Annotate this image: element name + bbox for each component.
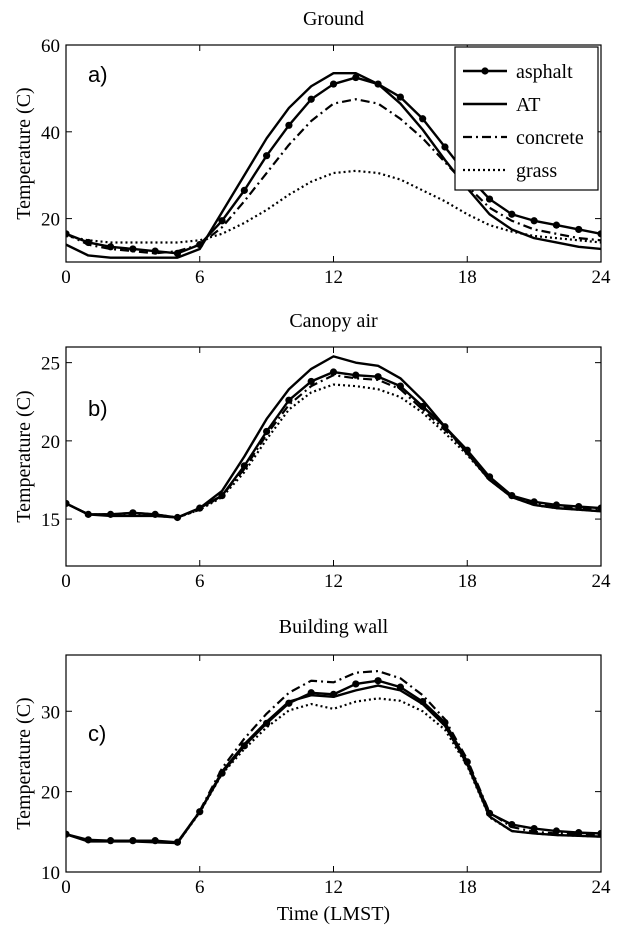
legend-label-asphalt: asphalt — [516, 61, 573, 83]
x-tick-label: 24 — [592, 877, 612, 898]
y-tick-label: 40 — [41, 123, 60, 144]
series-line-asphalt — [66, 370, 601, 519]
x-tick-label: 6 — [195, 571, 205, 592]
series-point-asphalt — [352, 73, 360, 82]
series-point-asphalt — [508, 210, 516, 218]
series-point-asphalt — [285, 121, 293, 129]
series-line-concrete — [66, 374, 601, 519]
series-point-asphalt — [396, 93, 404, 101]
series-point-asphalt — [374, 373, 382, 381]
chart-panel-2: Canopy air 0 6 12 18 24 15 20 25 Temperature (C) b… — [13, 310, 611, 592]
series-point-asphalt — [307, 95, 315, 103]
y-axis-label: Temperature (C) — [13, 390, 35, 522]
series-point-asphalt — [485, 195, 494, 203]
panel-label: b) — [88, 396, 108, 421]
chart-title: Building wall — [279, 616, 389, 638]
x-tick-label: 18 — [458, 267, 477, 288]
y-axis-label: Temperature (C) — [13, 697, 35, 829]
x-tick-label: 18 — [458, 877, 477, 898]
series-line-AT — [66, 684, 601, 845]
legend-label-grass: grass — [516, 160, 557, 182]
x-tick-label: 18 — [458, 571, 477, 592]
series-point-asphalt — [597, 230, 601, 238]
series-line-AT — [66, 355, 601, 519]
y-tick-label: 15 — [41, 510, 60, 531]
axes-frame — [65, 346, 602, 567]
axes-frame — [65, 654, 602, 873]
x-tick-label: 6 — [195, 267, 205, 288]
series-point-asphalt — [552, 221, 561, 229]
legend-marker-asphalt — [481, 67, 489, 75]
x-tick-label: 6 — [195, 877, 205, 898]
chart-panel-3: Building wall 0 6 12 18 24 10 20 30 Temperature (… — [13, 616, 611, 925]
y-tick-label: 10 — [41, 863, 60, 884]
chart-panel-1: Ground 0 6 12 18 24 20 40 60 Temperature (C) a) asp… — [13, 8, 611, 288]
y-tick-label: 60 — [41, 36, 60, 57]
series-point-asphalt — [352, 371, 360, 379]
series-point-asphalt — [329, 80, 338, 88]
legend-label-AT: AT — [516, 94, 540, 116]
series-point-asphalt — [441, 143, 449, 151]
series-point-asphalt — [530, 217, 538, 225]
series-line-asphalt — [66, 679, 601, 844]
series-point-asphalt — [374, 677, 382, 685]
x-axis-label: Time (LMST) — [277, 903, 390, 925]
x-tick-label: 0 — [61, 571, 71, 592]
x-tick-label: 24 — [592, 571, 612, 592]
series-point-asphalt — [218, 217, 226, 225]
x-tick-label: 12 — [324, 571, 343, 592]
series-point-asphalt — [263, 427, 271, 436]
series-point-asphalt — [240, 186, 248, 194]
y-tick-label: 20 — [41, 210, 60, 231]
series-point-asphalt — [352, 680, 360, 688]
legend-label-concrete: concrete — [516, 127, 584, 149]
y-axis-label: Temperature (C) — [13, 87, 35, 219]
y-tick-label: 25 — [41, 354, 60, 375]
x-tick-label: 0 — [61, 267, 71, 288]
series-point-asphalt — [396, 382, 404, 390]
y-tick-label: 20 — [41, 432, 60, 453]
series-point-asphalt — [419, 115, 427, 123]
series-line-AT — [66, 72, 601, 259]
series-line-grass — [66, 697, 601, 845]
series-point-asphalt — [575, 225, 583, 234]
x-tick-label: 12 — [324, 877, 343, 898]
y-tick-label: 30 — [41, 702, 60, 723]
panel-label: a) — [88, 62, 108, 87]
series-line-grass — [66, 383, 601, 519]
series-line-grass — [66, 169, 601, 244]
chart-title: Canopy air — [289, 310, 378, 332]
x-tick-label: 24 — [592, 267, 612, 288]
series-point-asphalt — [307, 377, 315, 386]
y-tick-label: 20 — [41, 783, 60, 804]
x-tick-label: 0 — [61, 877, 71, 898]
series-point-asphalt — [263, 152, 271, 160]
chart-title: Ground — [303, 8, 364, 30]
series-point-asphalt — [129, 245, 137, 253]
series-point-asphalt — [329, 368, 338, 376]
series-point-asphalt — [419, 402, 427, 411]
panel-label: c) — [88, 721, 106, 746]
series-line-concrete — [66, 98, 601, 255]
x-tick-label: 12 — [324, 267, 343, 288]
